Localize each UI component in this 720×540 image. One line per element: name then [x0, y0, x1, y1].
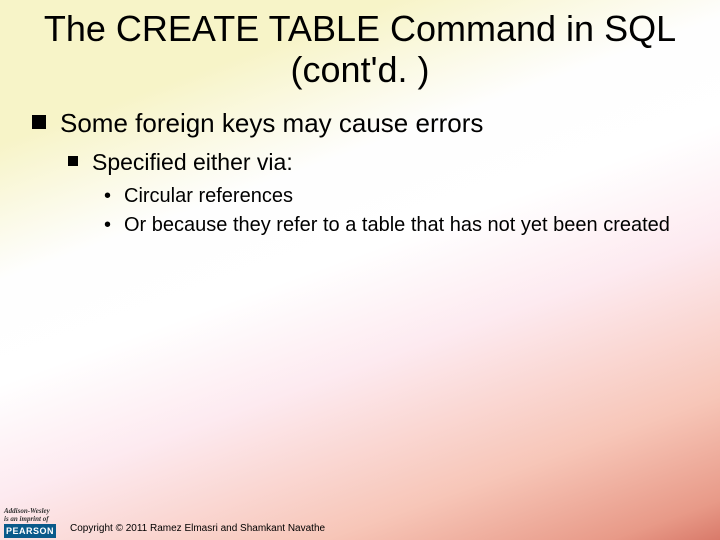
pearson-logo: PEARSON	[4, 524, 56, 538]
dot-bullet-icon: •	[104, 184, 111, 209]
square-bullet-icon	[68, 156, 78, 166]
bullet-level1: Some foreign keys may cause errors	[32, 108, 688, 139]
copyright-text: Copyright © 2011 Ramez Elmasri and Shamk…	[70, 523, 325, 534]
bullet-level2: Specified either via:	[68, 149, 688, 176]
slide-footer: Addison-Wesley is an imprint of PEARSON …	[0, 506, 720, 540]
imprint-line2: is an imprint of	[4, 516, 58, 523]
bullet-level1-text: Some foreign keys may cause errors	[60, 108, 483, 138]
slide-title: The CREATE TABLE Command in SQL (cont'd.…	[0, 8, 720, 91]
dot-bullet-icon: •	[104, 213, 111, 238]
bullet-level3: • Or because they refer to a table that …	[104, 213, 688, 238]
square-bullet-icon	[32, 115, 46, 129]
bullet-level3a-text: Circular references	[124, 185, 293, 207]
imprint-line1: Addison-Wesley	[4, 508, 58, 515]
bullet-level3b-text: Or because they refer to a table that ha…	[124, 214, 670, 236]
bullet-level2-text: Specified either via:	[92, 149, 293, 175]
publisher-badge: Addison-Wesley is an imprint of PEARSON	[4, 508, 58, 536]
bullet-level3: • Circular references	[104, 184, 688, 209]
slide: The CREATE TABLE Command in SQL (cont'd.…	[0, 0, 720, 540]
content-area: Some foreign keys may cause errors Speci…	[32, 108, 688, 238]
